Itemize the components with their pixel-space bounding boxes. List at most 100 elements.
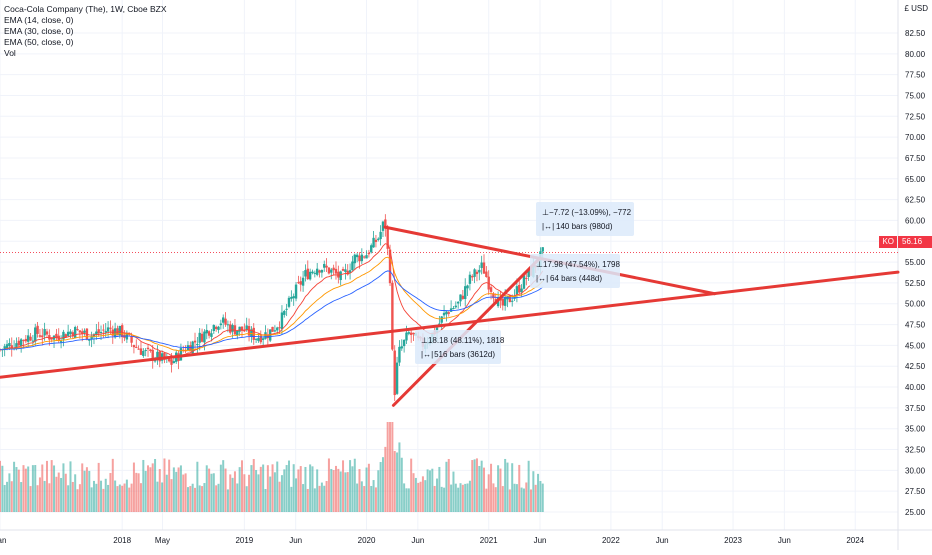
- candle-body: [196, 343, 199, 345]
- candle-body: [26, 335, 30, 342]
- price-range-icon: ⊥: [542, 207, 549, 217]
- y-tick-label: 45.00: [905, 341, 926, 350]
- currency-label[interactable]: £ USD: [904, 4, 928, 13]
- volume-bar: [45, 460, 48, 512]
- symbol-badge: KO: [879, 236, 897, 248]
- bar-range-icon: |↔|: [421, 349, 434, 359]
- volume-bar: [473, 459, 476, 512]
- volume-bar: [116, 486, 119, 512]
- measure-box-3[interactable]: ⊥ 18.18 (48.11%), 1818 |↔| 516 bars (3612d…: [415, 330, 504, 364]
- candle-body: [62, 331, 65, 340]
- candle-body: [69, 331, 72, 335]
- y-tick-label: 40.00: [905, 383, 926, 392]
- volume-bar: [367, 463, 370, 512]
- volume-bar: [259, 466, 262, 512]
- volume-bar: [483, 467, 486, 512]
- candle-body: [503, 297, 507, 306]
- volume-bar: [22, 465, 25, 512]
- volume-bar: [17, 469, 20, 512]
- x-tick-label: 2022: [602, 536, 620, 545]
- legend-vol[interactable]: Vol: [4, 48, 16, 58]
- candle-body: [330, 269, 333, 273]
- legend-ema50[interactable]: EMA (50, close, 0): [4, 37, 74, 47]
- volume-bar: [309, 464, 312, 512]
- candle-body: [15, 343, 18, 348]
- candle-body: [355, 254, 359, 258]
- volume-bar: [295, 478, 298, 512]
- candle-body: [24, 338, 28, 342]
- volume-bar: [306, 488, 309, 512]
- volume-bar: [494, 487, 497, 512]
- candle-body: [205, 329, 208, 334]
- volume-bar: [290, 486, 293, 512]
- volume-bar: [454, 483, 457, 512]
- ema-line-30: [0, 256, 544, 352]
- volume-bar: [252, 459, 255, 512]
- candle-body: [407, 332, 411, 334]
- candle-body: [186, 345, 190, 351]
- x-tick-label: 2023: [724, 536, 742, 545]
- volume-bar: [447, 458, 450, 512]
- volume-bar: [20, 482, 23, 512]
- legend-ema30[interactable]: EMA (30, close, 0): [4, 26, 74, 36]
- volume-bar: [264, 489, 267, 512]
- candle-body: [50, 337, 53, 340]
- candle-body: [468, 274, 472, 284]
- candle-body: [73, 327, 77, 339]
- volume-bar: [182, 474, 185, 512]
- measure-box-2[interactable]: ⊥ 17.98 (47.54%), 1798 |↔| 64 bars (448d): [530, 254, 620, 288]
- volume-bar: [215, 485, 218, 512]
- volume-bar: [330, 468, 333, 512]
- candle-body: [409, 332, 413, 335]
- y-tick-label: 32.50: [905, 446, 926, 455]
- volume-bar: [407, 488, 410, 512]
- measure-box-1[interactable]: ⊥ −7.72 (−13.09%), −772 |↔| 140 bars (980d…: [536, 202, 634, 236]
- legend-title[interactable]: Coca-Cola Company (The), 1W, Cboe BZX: [4, 4, 167, 14]
- x-tick-label: Jan: [0, 536, 6, 545]
- volume-bar: [212, 473, 215, 512]
- candle-body: [327, 267, 331, 274]
- volume-bar: [132, 462, 135, 512]
- candle-body: [146, 347, 150, 350]
- candle-body: [459, 294, 462, 302]
- volume-bar: [405, 488, 408, 512]
- volume-bar: [74, 474, 77, 512]
- volume-bar: [78, 484, 81, 512]
- candle-body: [372, 237, 375, 248]
- volume-bar: [313, 488, 316, 512]
- volume-bar: [431, 468, 434, 512]
- volume-bar: [421, 476, 424, 512]
- candle-body: [76, 329, 79, 331]
- candle-body: [456, 301, 460, 304]
- candle-body: [222, 317, 225, 323]
- volume-bar: [243, 474, 246, 512]
- volume-bar: [398, 442, 401, 512]
- candle-body: [29, 336, 32, 341]
- volume-bar: [48, 483, 51, 512]
- candle-body: [104, 331, 107, 333]
- volume-bar: [490, 463, 493, 512]
- y-tick-label: 42.50: [905, 362, 926, 371]
- volume-bar: [299, 466, 302, 512]
- volume-bar: [128, 487, 131, 512]
- legend-ema14[interactable]: EMA (14, close, 0): [4, 15, 74, 25]
- candle-body: [22, 340, 25, 342]
- candle-body: [271, 326, 274, 332]
- volume-bar: [332, 470, 335, 512]
- volume-bar: [436, 478, 439, 512]
- volume-bar: [123, 483, 126, 512]
- candle-body: [449, 308, 453, 312]
- candle-body: [250, 329, 253, 337]
- candle-body: [320, 269, 324, 273]
- volume-bar: [76, 489, 79, 512]
- volume-bar: [217, 483, 220, 512]
- y-tick-label: 77.50: [905, 71, 926, 80]
- volume-bar: [485, 488, 488, 512]
- volume-bar: [97, 462, 100, 512]
- candle-body: [377, 238, 380, 240]
- volume-bar: [450, 484, 453, 512]
- volume-bar: [480, 460, 483, 512]
- y-tick-label: 37.50: [905, 404, 926, 413]
